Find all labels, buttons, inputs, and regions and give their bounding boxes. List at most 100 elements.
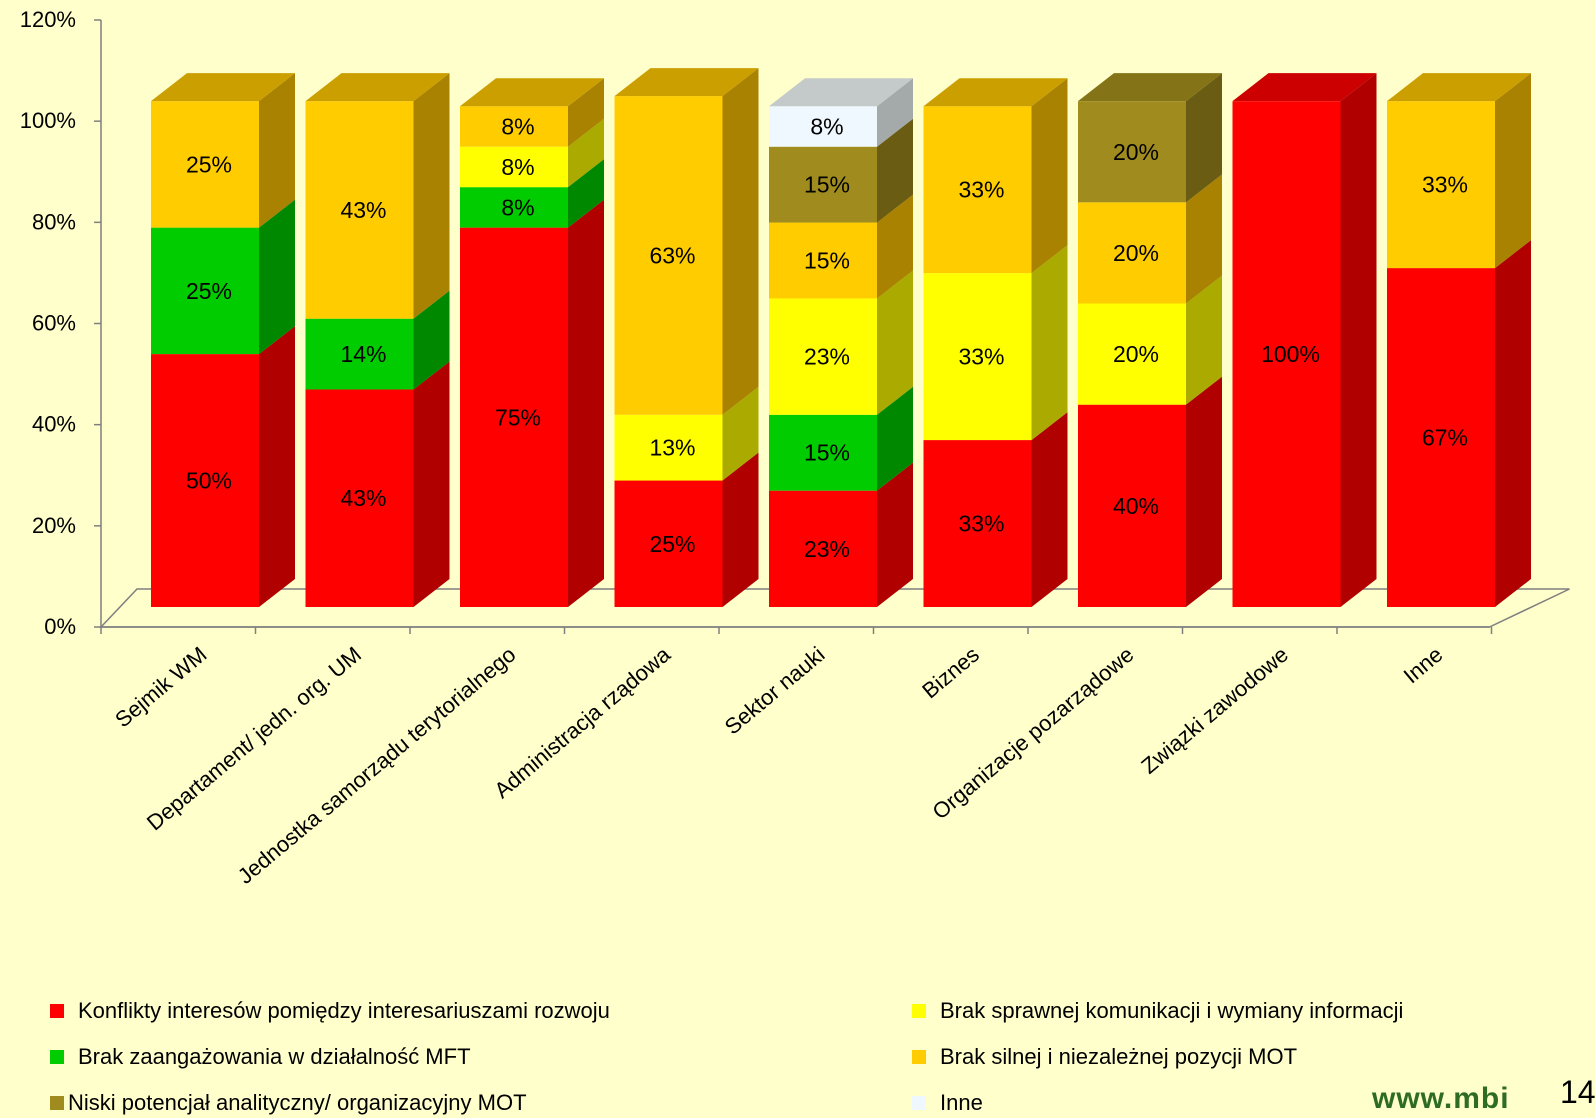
bar-segment bbox=[151, 101, 259, 228]
data-label: 40% bbox=[1113, 493, 1159, 519]
bar-segment bbox=[1232, 101, 1341, 608]
x-axis-category-label: Inne bbox=[1399, 642, 1448, 689]
bar-top-face bbox=[305, 73, 450, 102]
bar-top-face bbox=[1078, 73, 1222, 102]
data-label: 20% bbox=[1113, 139, 1159, 165]
data-label: 23% bbox=[804, 344, 850, 370]
bar-side-face bbox=[1186, 73, 1222, 203]
data-label: 14% bbox=[340, 341, 386, 367]
bar-segment bbox=[1078, 101, 1186, 203]
bar-side-face bbox=[413, 361, 450, 607]
data-label: 33% bbox=[958, 511, 1004, 537]
data-label: 23% bbox=[804, 536, 850, 562]
bar-top-face bbox=[769, 78, 913, 107]
bar-side-face bbox=[877, 386, 913, 491]
data-label: 33% bbox=[958, 177, 1004, 203]
bar-segment bbox=[1387, 268, 1495, 607]
bar-segment bbox=[305, 318, 414, 390]
bar-side-face bbox=[722, 68, 759, 415]
bar-segment bbox=[769, 222, 877, 299]
bar-side-face bbox=[1186, 174, 1222, 304]
bar-top-face bbox=[151, 73, 295, 102]
y-axis-tick-label: 120% bbox=[20, 7, 76, 32]
bar-side-face bbox=[877, 194, 913, 299]
bar-side-face bbox=[722, 386, 759, 481]
data-label: 8% bbox=[501, 154, 534, 180]
x-axis-category-label: Jednostka samorządu terytorialnego bbox=[233, 642, 521, 889]
bar-side-face bbox=[259, 73, 295, 228]
bar-side-face bbox=[1340, 73, 1377, 607]
bar-segment bbox=[769, 106, 877, 147]
chart-axes: 0% 20% 40% 60% 80% 100% 120% bbox=[20, 7, 1570, 639]
bar-segment bbox=[1078, 303, 1186, 405]
x-axis-category-label: Biznes bbox=[917, 642, 984, 704]
data-label: 33% bbox=[1422, 172, 1468, 198]
bar-top-face bbox=[460, 78, 604, 107]
bar-side-face bbox=[259, 199, 295, 355]
bar-segment bbox=[1078, 202, 1186, 304]
x-axis-category-label: Sejmik WM bbox=[110, 642, 211, 733]
data-label: 50% bbox=[186, 468, 232, 494]
bar-side-face bbox=[259, 326, 295, 607]
bar-side-face bbox=[1186, 376, 1222, 607]
y-axis-tick-label: 20% bbox=[32, 513, 76, 538]
website-logo: www.mbi bbox=[1372, 1082, 1510, 1115]
bar-segment bbox=[460, 187, 568, 228]
data-label: 75% bbox=[495, 404, 541, 430]
bar-side-face bbox=[877, 270, 913, 415]
bar-segment bbox=[923, 273, 1032, 441]
data-label: 15% bbox=[804, 172, 850, 198]
data-label: 25% bbox=[649, 531, 695, 557]
data-label: 15% bbox=[804, 440, 850, 466]
bar-side-face bbox=[413, 290, 450, 390]
bar-side-face bbox=[722, 452, 759, 607]
bar-segment bbox=[460, 106, 568, 147]
x-axis-category-label: Związki zawodowe bbox=[1136, 642, 1293, 779]
bar-side-face bbox=[413, 73, 450, 319]
chart-data-labels: 50% 25% 25% 43% 14% 43% 75% 8% 8% 8% 25% 13% 63% 23% 1… bbox=[186, 113, 1468, 561]
bar-side-face bbox=[1495, 240, 1531, 607]
bar-top-face bbox=[614, 68, 759, 97]
data-label: 8% bbox=[501, 113, 534, 139]
bar-side-face bbox=[877, 462, 913, 607]
bar-segment bbox=[769, 146, 877, 223]
data-label: 13% bbox=[649, 435, 695, 461]
data-label: 43% bbox=[340, 197, 386, 223]
bar-side-face bbox=[568, 159, 604, 228]
bar-segment bbox=[923, 440, 1032, 607]
data-label: 63% bbox=[649, 242, 695, 268]
bar-segment bbox=[769, 414, 877, 491]
page-number: 14 bbox=[1560, 1074, 1595, 1110]
bar-side-face bbox=[568, 118, 604, 188]
bar-segment bbox=[460, 227, 568, 607]
data-label: 43% bbox=[340, 485, 386, 511]
bar-top-face bbox=[1232, 73, 1377, 102]
bar-side-face bbox=[568, 199, 604, 607]
bar-segment bbox=[923, 106, 1032, 274]
bar-segment bbox=[769, 298, 877, 415]
bar-side-face bbox=[1495, 73, 1531, 269]
data-label: 20% bbox=[1113, 341, 1159, 367]
bar-segment bbox=[769, 490, 877, 607]
bar-segment bbox=[151, 354, 259, 607]
x-axis-category-label: Administracja rządowa bbox=[489, 641, 675, 803]
y-axis-tick-label: 100% bbox=[20, 108, 76, 133]
y-axis-tick-label: 80% bbox=[32, 209, 76, 234]
bar-segment bbox=[614, 480, 723, 607]
bar-segment bbox=[614, 414, 723, 481]
bar-side-face bbox=[1186, 275, 1222, 405]
bar-side-face bbox=[1031, 412, 1068, 607]
data-label: 67% bbox=[1422, 425, 1468, 451]
bar-segment bbox=[460, 146, 568, 188]
bar-segment bbox=[305, 101, 414, 319]
data-label: 20% bbox=[1113, 240, 1159, 266]
bar-top-face bbox=[923, 78, 1068, 107]
bar-side-face bbox=[877, 78, 913, 147]
y-axis-tick-label: 60% bbox=[32, 311, 76, 336]
bar-segment bbox=[1387, 101, 1495, 269]
bar-side-face bbox=[1031, 78, 1068, 274]
data-label: 8% bbox=[501, 194, 534, 220]
bar-side-face bbox=[568, 78, 604, 147]
